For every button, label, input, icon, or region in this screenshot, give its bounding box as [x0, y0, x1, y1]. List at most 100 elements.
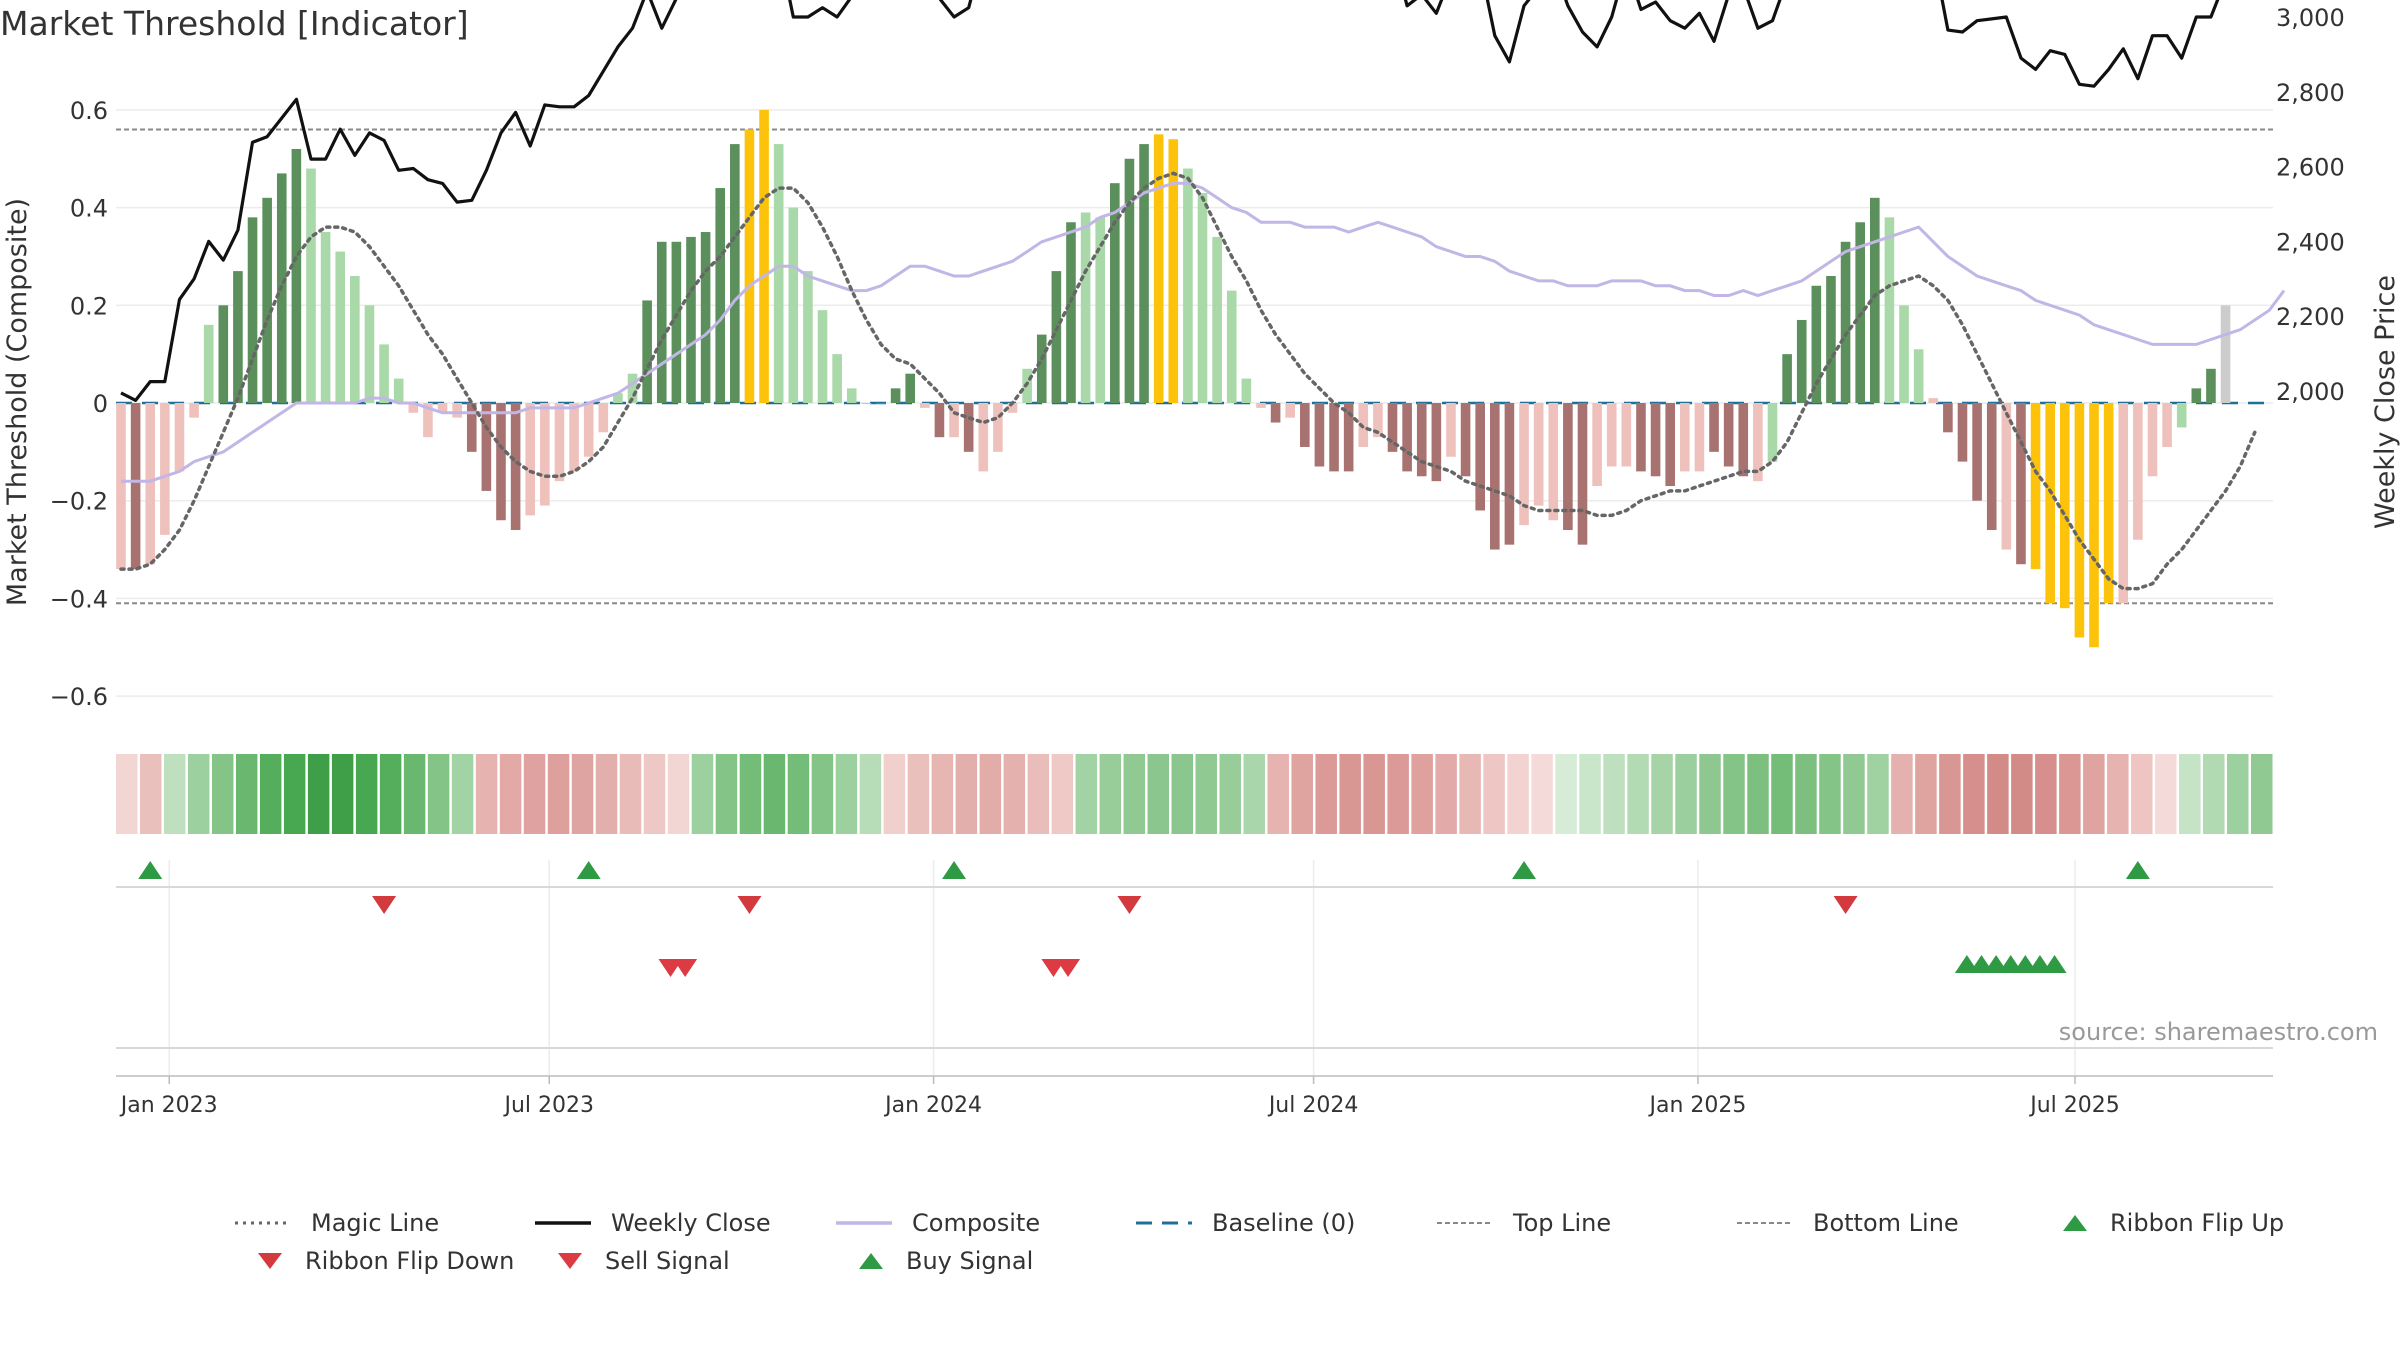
composite-bar — [1110, 183, 1120, 403]
composite-bar — [2030, 403, 2041, 570]
composite-bar — [1256, 403, 1266, 408]
ribbon-segment — [907, 754, 930, 834]
ribbon-segment — [475, 754, 498, 834]
ribbon-segment — [523, 754, 546, 834]
composite-bar — [466, 403, 477, 452]
composite-bar — [1753, 403, 1763, 482]
composite-bar — [1080, 212, 1091, 403]
ribbon-segment — [1699, 754, 1721, 834]
composite-bar — [656, 241, 667, 403]
ribbon-segment — [811, 754, 834, 834]
composite-bar — [963, 403, 974, 452]
ribbon-segment — [931, 754, 954, 834]
composite-bar — [832, 354, 842, 403]
composite-bar — [1636, 403, 1646, 472]
composite-bar — [1826, 275, 1836, 403]
composite-bar — [1387, 403, 1398, 452]
y-tick-right: 2,600 — [2276, 154, 2345, 182]
composite-bar — [1650, 403, 1661, 477]
ribbon-segment — [1267, 754, 1289, 834]
ribbon-segment — [187, 754, 210, 834]
ribbon-segment — [643, 754, 666, 834]
composite-bar — [2147, 403, 2158, 477]
ribbon-segment — [2203, 754, 2225, 834]
composite-bar — [759, 109, 769, 404]
ribbon-segment — [235, 754, 258, 834]
composite-bar — [671, 241, 682, 403]
composite-bar — [2074, 403, 2085, 638]
composite-bar — [1811, 285, 1822, 403]
dotted-line-icon — [235, 1221, 291, 1225]
ribbon-segment — [1531, 754, 1553, 834]
composite-bar — [510, 403, 521, 531]
composite-bar — [1533, 403, 1544, 506]
ribbon-segment — [739, 754, 762, 834]
ribbon-segment — [2083, 754, 2105, 834]
composite-bar — [949, 403, 959, 438]
composite-bar — [1416, 403, 1427, 477]
composite-bar — [1592, 403, 1602, 487]
y-tick-left: −0.2 — [50, 488, 108, 516]
ribbon-segment — [571, 754, 594, 834]
composite-bar — [569, 403, 579, 472]
composite-bar — [379, 344, 389, 403]
y-tick-right: 2,800 — [2276, 79, 2345, 107]
legend-label: Baseline (0) — [1212, 1209, 1356, 1237]
composite-bar — [160, 403, 170, 535]
composite-bar — [1036, 334, 1047, 403]
ribbon-segment — [1195, 754, 1217, 834]
composite-bar — [1899, 305, 1909, 403]
ribbon-segment — [955, 754, 978, 834]
ribbon-segment — [595, 754, 618, 834]
legend-item-baseline: Baseline (0) — [1136, 1204, 1355, 1242]
ribbon-segment — [1147, 754, 1170, 834]
grid-layer — [116, 109, 2273, 1080]
composite-bar — [1329, 403, 1339, 472]
composite-bar — [2016, 403, 2026, 565]
composite-bar — [2176, 403, 2187, 428]
ribbon-flip-down-marker — [1117, 896, 1142, 914]
composite-bar — [1972, 403, 1982, 501]
legend-label: Ribbon Flip Down — [305, 1247, 515, 1275]
y-tick-right: 2,000 — [2276, 378, 2345, 406]
ribbon-segment — [1387, 754, 1409, 834]
legend-item-top-line: Top Line — [1437, 1204, 1611, 1242]
ribbon-segment — [1747, 754, 1769, 834]
ribbon-segment — [355, 754, 378, 834]
composite-bar — [408, 403, 419, 413]
composite-bar — [335, 251, 346, 403]
composite-bar — [1051, 271, 1062, 403]
composite-bar — [1709, 403, 1719, 452]
legend-label: Ribbon Flip Up — [2110, 1209, 2285, 1237]
threshold-lines — [116, 128, 2273, 605]
x-axis: Jan 2023 Jul 2023 Jan 2024 Jul 2024 Jan 2025… — [116, 1075, 2273, 1118]
sell-signal-marker — [1056, 959, 1081, 977]
composite-bar — [1621, 403, 1632, 467]
composite-bar — [1226, 290, 1237, 403]
solid-line-icon — [535, 1221, 591, 1225]
ribbon-segment — [2107, 754, 2129, 834]
ribbon-segment — [1411, 754, 1433, 834]
composite-bar — [686, 236, 696, 403]
legend-label: Weekly Close — [611, 1209, 771, 1237]
composite-line — [121, 181, 2286, 483]
ribbon-segment — [1819, 754, 1841, 834]
composite-bar — [1139, 144, 1149, 403]
composite-bar — [116, 403, 126, 570]
composite-bar — [306, 168, 316, 403]
composite-bar — [1300, 403, 1310, 447]
composite-bar — [1606, 403, 1617, 467]
composite-bar — [203, 324, 214, 403]
composite-bar — [481, 403, 492, 491]
ribbon-segment — [1723, 754, 1745, 834]
composite-bar — [1241, 378, 1252, 403]
triangle-up-icon — [859, 1253, 883, 1269]
ribbon-segment — [667, 754, 690, 834]
composite-bar — [642, 300, 652, 403]
composite-bar — [350, 275, 360, 403]
composite-bar — [1504, 403, 1515, 545]
composite-bar — [1095, 217, 1106, 403]
ribbon-segment — [1075, 754, 1098, 834]
ribbon-segment — [787, 754, 810, 834]
composite-bar — [452, 403, 462, 418]
